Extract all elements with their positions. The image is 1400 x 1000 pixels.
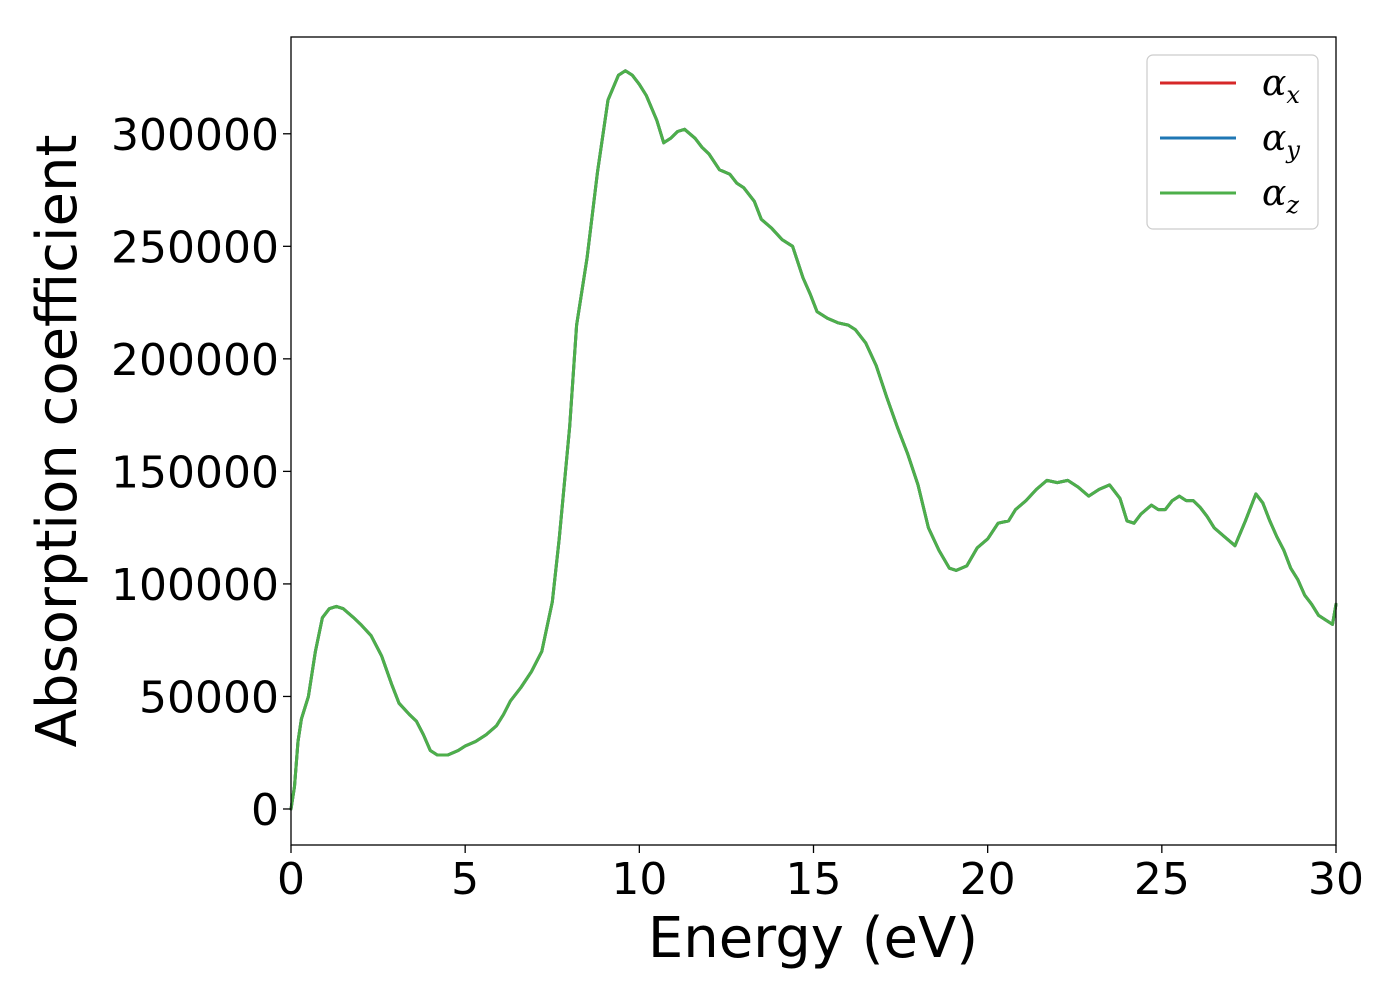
x-tick-label: 20 (960, 854, 1016, 905)
x-tick-label: 30 (1308, 854, 1364, 905)
legend-box (1146, 54, 1319, 230)
y-tick-label: 200000 (111, 335, 279, 386)
x-tick-label: 10 (611, 854, 667, 905)
legend-entries: αx αy αz (1160, 63, 1300, 219)
y-axis: 0 50000 100000 150000 200000 250000 300000 (111, 110, 291, 836)
x-axis: 0 5 10 15 20 25 30 (277, 845, 1364, 905)
x-tick-label: 15 (786, 854, 842, 905)
series-lines (289, 69, 1338, 811)
legend-label-alpha-y: αy (1262, 118, 1300, 164)
y-tick-label: 250000 (111, 222, 279, 273)
legend-label-alpha-z: αz (1262, 173, 1299, 219)
x-tick-label: 0 (277, 854, 305, 905)
legend-label-alpha-x: αx (1262, 63, 1300, 109)
y-tick-label: 300000 (111, 110, 279, 161)
x-tick-label: 5 (451, 854, 479, 905)
legend: αx αy αz (1146, 54, 1319, 230)
y-axis-label: Absorption coefficient (25, 135, 90, 748)
x-tick-label: 25 (1134, 854, 1190, 905)
y-tick-label: 50000 (139, 672, 279, 723)
series-line-alpha-z (289, 69, 1338, 811)
y-tick-label: 150000 (111, 447, 279, 498)
x-axis-label: Energy (eV) (648, 906, 978, 971)
y-tick-label: 0 (251, 785, 279, 836)
y-tick-label: 100000 (111, 560, 279, 611)
